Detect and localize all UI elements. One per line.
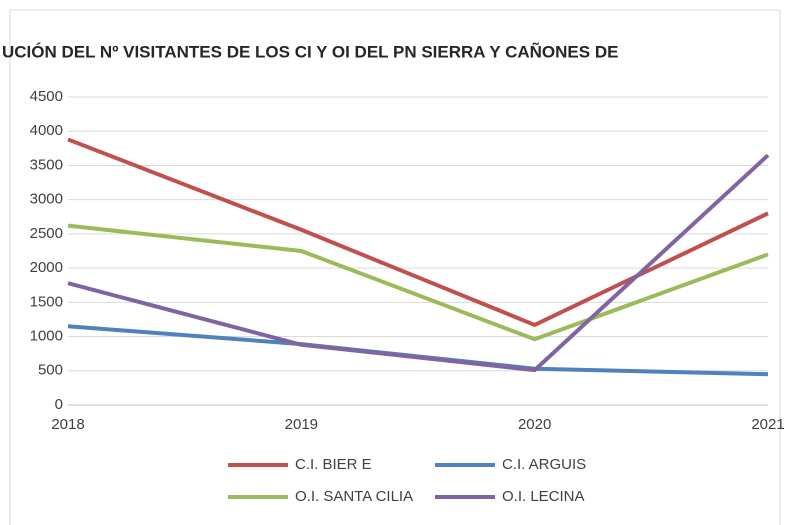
y-tick-label: 1500 bbox=[30, 293, 63, 310]
chart-border bbox=[9, 9, 781, 525]
y-tick-label: 4000 bbox=[30, 122, 63, 139]
y-tick-label: 3000 bbox=[30, 191, 63, 208]
x-tick-label: 2020 bbox=[518, 416, 551, 433]
y-tick-label: 1000 bbox=[30, 328, 63, 345]
series-line bbox=[67, 223, 769, 342]
x-tick-label: 2021 bbox=[751, 416, 784, 433]
legend-label: C.I. ARGUIS bbox=[502, 456, 586, 473]
legend-label: O.I. SANTA CILIA bbox=[295, 488, 413, 505]
series-line bbox=[67, 153, 770, 373]
series-line bbox=[67, 324, 769, 377]
y-tick-label: 4500 bbox=[30, 88, 63, 105]
y-tick-label: 2000 bbox=[30, 259, 63, 276]
y-tick-label: 500 bbox=[38, 362, 63, 379]
x-tick-label: 2019 bbox=[285, 416, 318, 433]
chart-title: UCIÓN DEL Nº VISITANTES DE LOS CI Y OI D… bbox=[2, 41, 618, 61]
y-tick-label: 3500 bbox=[30, 156, 63, 173]
y-tick-label: 2500 bbox=[30, 225, 63, 242]
y-tick-label: 0 bbox=[55, 396, 63, 413]
series-line bbox=[67, 137, 769, 327]
x-tick-label: 2018 bbox=[51, 416, 84, 433]
legend-label: O.I. LECINA bbox=[502, 488, 585, 505]
legend-label: C.I. BIER E bbox=[295, 456, 372, 473]
